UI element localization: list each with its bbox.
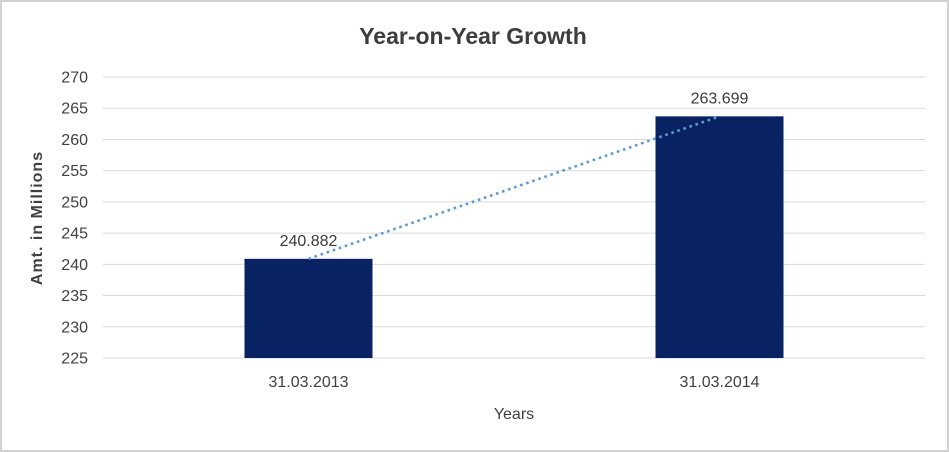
trendline <box>308 115 720 261</box>
x-axis-title: Years <box>494 406 534 423</box>
y-tick-label: 245 <box>61 226 88 243</box>
y-tick-label: 260 <box>61 132 88 149</box>
y-tick-label: 240 <box>61 257 88 274</box>
bar <box>655 116 784 358</box>
chart-title: Year-on-Year Growth <box>359 23 587 49</box>
y-tick-label: 255 <box>61 163 88 180</box>
bar <box>244 258 373 358</box>
data-labels: 240.882 263.699 <box>280 90 749 249</box>
gridlines <box>103 76 925 359</box>
data-label: 240.882 <box>280 233 338 250</box>
y-axis-title: Amt. in Millions <box>29 151 46 285</box>
y-tick-label: 235 <box>61 288 88 305</box>
y-tick-label: 230 <box>61 319 88 336</box>
y-tick-label: 250 <box>61 194 88 211</box>
x-category-labels: 31.03.2013 31.03.2014 <box>268 374 759 391</box>
x-category-label: 31.03.2014 <box>679 374 759 391</box>
y-tick-label: 225 <box>61 351 88 368</box>
y-tick-label: 270 <box>61 70 88 87</box>
x-category-label: 31.03.2013 <box>268 374 348 391</box>
y-tick-labels: 225 230 235 240 245 250 255 260 265 270 <box>61 70 88 368</box>
bars <box>244 116 784 358</box>
data-label: 263.699 <box>691 90 749 107</box>
trendline-group <box>308 115 720 261</box>
y-tick-label: 265 <box>61 101 88 118</box>
